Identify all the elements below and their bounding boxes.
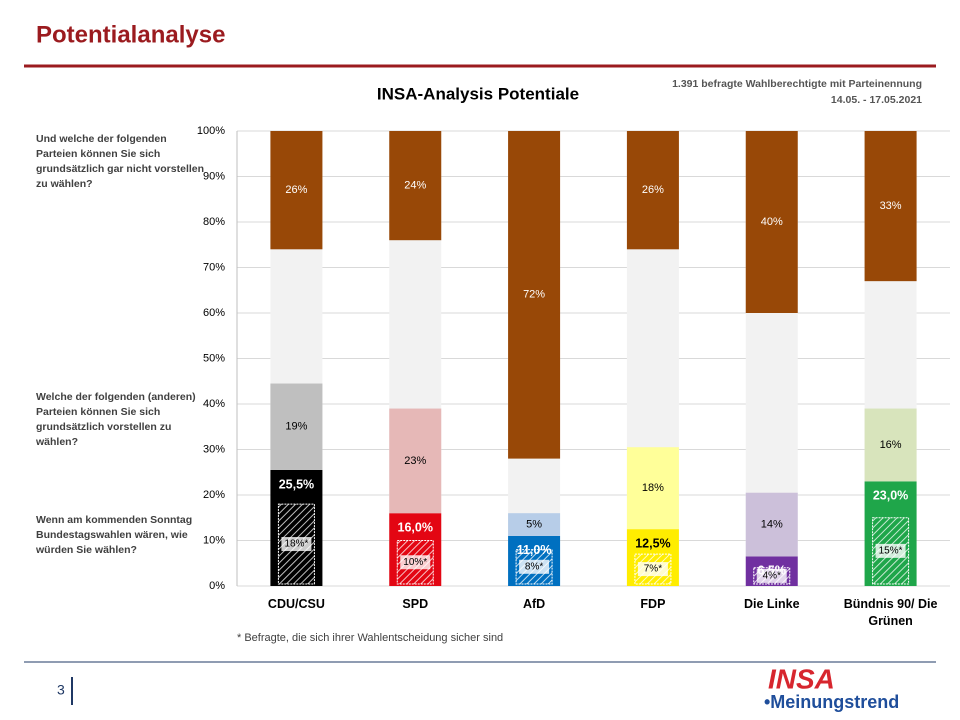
y-tick-label: 30%	[203, 443, 225, 455]
y-tick-label: 10%	[203, 534, 225, 546]
value-label: 33%	[880, 200, 902, 212]
x-tick-label: Bündnis 90/ Die Grünen	[843, 597, 938, 628]
x-tick-label: AfD	[522, 597, 546, 611]
value-label: 25,5%	[279, 477, 314, 491]
label-box	[875, 543, 906, 558]
bar-segment	[389, 131, 442, 241]
bar-segment	[508, 131, 561, 459]
value-label: 19%	[285, 421, 307, 433]
label-box	[637, 562, 668, 577]
bar-segment	[270, 131, 323, 250]
y-tick-label: 70%	[203, 261, 225, 273]
value-label: 40%	[761, 216, 783, 228]
footnote: * Befragte, die sich ihrer Wahlentscheid…	[237, 632, 503, 644]
question: Welche der folgenden (anderen) Parteien …	[36, 391, 196, 448]
logo-bottom: •Meinungstrend	[764, 692, 899, 712]
label-box	[756, 568, 787, 583]
y-tick-label: 80%	[203, 216, 225, 228]
value-label: 23%	[404, 455, 426, 467]
value-label: 15%*	[879, 546, 903, 557]
y-tick-label: 0%	[209, 580, 225, 592]
x-tick-label: SPD	[402, 597, 429, 611]
value-label: 8%*	[525, 561, 543, 572]
label-box	[519, 559, 550, 574]
y-tick-label: 20%	[203, 489, 225, 501]
note: 1.391 befragte Wahlberechtigte mit Parte…	[672, 78, 922, 90]
bar-segment	[626, 447, 679, 530]
question: Wenn am kommenden Sonntag Bundestagswahl…	[36, 514, 193, 556]
label-box	[281, 537, 312, 552]
bar-segment	[626, 131, 679, 250]
bar-segment	[745, 492, 798, 557]
label-box	[400, 555, 431, 570]
value-label: 18%	[642, 482, 664, 494]
y-tick-label: 40%	[203, 398, 225, 410]
value-label: 4%*	[763, 571, 781, 582]
value-label: 14%	[761, 518, 783, 530]
value-label: 16%	[880, 439, 902, 451]
y-tick-label: 100%	[197, 125, 225, 137]
bar-segment	[389, 408, 442, 514]
value-label: 5%	[526, 518, 542, 530]
value-label: 24%	[404, 180, 426, 192]
question: Und welche der folgenden Parteien können…	[36, 133, 205, 190]
value-label: 18%*	[284, 539, 308, 550]
y-tick-label: 90%	[203, 170, 225, 182]
y-tick-label: 50%	[203, 352, 225, 364]
value-label: 26%	[285, 184, 307, 196]
value-label: 7%*	[644, 564, 662, 575]
logo-top: INSA	[768, 663, 835, 694]
bar-segment	[508, 513, 561, 536]
bar-segment	[745, 131, 798, 313]
bar-segment	[270, 383, 323, 470]
chart-title: INSA-Analysis Potentiale	[377, 84, 579, 103]
x-tick-label: FDP	[640, 597, 666, 611]
value-label: 26%	[642, 184, 664, 196]
value-label: 72%	[523, 289, 545, 301]
y-tick-label: 60%	[203, 307, 225, 319]
value-label: 12,5%	[635, 536, 670, 550]
note: 14.05. - 17.05.2021	[831, 94, 922, 106]
value-label: 23,0%	[873, 489, 908, 503]
slide-title: Potentialanalyse	[36, 21, 225, 48]
x-tick-label: CDU/CSU	[267, 597, 325, 611]
bar-segment	[864, 408, 917, 482]
x-tick-label: Die Linke	[743, 597, 800, 611]
value-label: 16,0%	[398, 520, 433, 534]
bar-segment	[864, 131, 917, 282]
value-label: 10%*	[403, 557, 427, 568]
page-number: 3	[57, 682, 65, 698]
